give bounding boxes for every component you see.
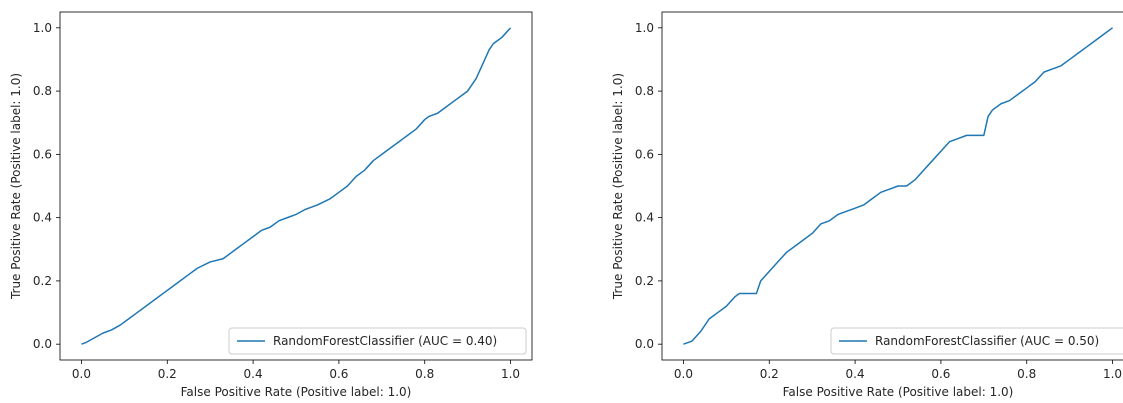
x-tick-label: 0.2 (760, 367, 779, 381)
y-tick-label: 0.0 (33, 337, 52, 351)
y-tick-label: 0.0 (635, 337, 654, 351)
y-tick-label: 0.4 (33, 211, 52, 225)
y-tick-label: 0.4 (635, 211, 654, 225)
y-tick-label: 0.2 (635, 274, 654, 288)
x-tick-label: 1.0 (501, 367, 520, 381)
y-axis-label: True Positive Rate (Positive label: 1.0) (9, 73, 23, 300)
roc-chart-1: 0.0 0.2 0.4 0.6 0.8 1.0 0.0 0.2 0.4 0.6 0.8 1.0 Fals… (9, 11, 533, 399)
legend-box (830, 327, 1123, 355)
legend-box (228, 327, 527, 355)
x-tick-label: 1.0 (1103, 367, 1122, 381)
axes-frame (59, 11, 533, 361)
legend: RandomForestClassifier (AUC = 0.40) (228, 327, 527, 355)
x-tick-label: 0.8 (415, 367, 434, 381)
roc-curve (683, 27, 1113, 345)
roc-chart-2: 0.0 0.2 0.4 0.6 0.8 1.0 0.0 0.2 0.4 0.6 0.8 1.0 Fals… (611, 11, 1123, 399)
y-tick-label: 0.2 (33, 274, 52, 288)
axes-frame (661, 11, 1123, 361)
x-tick-label: 0.8 (1017, 367, 1036, 381)
x-tick-label: 0.4 (846, 367, 865, 381)
y-tick-label: 0.8 (33, 84, 52, 98)
x-tick-label: 0.6 (329, 367, 348, 381)
x-axis-label: False Positive Rate (Positive label: 1.0… (181, 385, 412, 399)
y-tick-label: 0.8 (635, 84, 654, 98)
legend: RandomForestClassifier (AUC = 0.50) (830, 327, 1123, 355)
x-tick-label: 0.0 (72, 367, 91, 381)
x-tick-label: 0.2 (158, 367, 177, 381)
y-tick-label: 0.6 (635, 147, 654, 161)
y-tick-label: 1.0 (33, 21, 52, 35)
x-tick-label: 0.6 (931, 367, 950, 381)
x-tick-label: 0.4 (244, 367, 263, 381)
legend-label: RandomForestClassifier (AUC = 0.40) (273, 334, 497, 348)
x-tick-label: 0.0 (674, 367, 693, 381)
roc-curve (81, 27, 512, 345)
y-tick-label: 1.0 (635, 21, 654, 35)
legend-label: RandomForestClassifier (AUC = 0.50) (875, 334, 1099, 348)
x-axis-label: False Positive Rate (Positive label: 1.0… (783, 385, 1014, 399)
y-axis-label: True Positive Rate (Positive label: 1.0) (611, 73, 625, 300)
y-tick-label: 0.6 (33, 147, 52, 161)
